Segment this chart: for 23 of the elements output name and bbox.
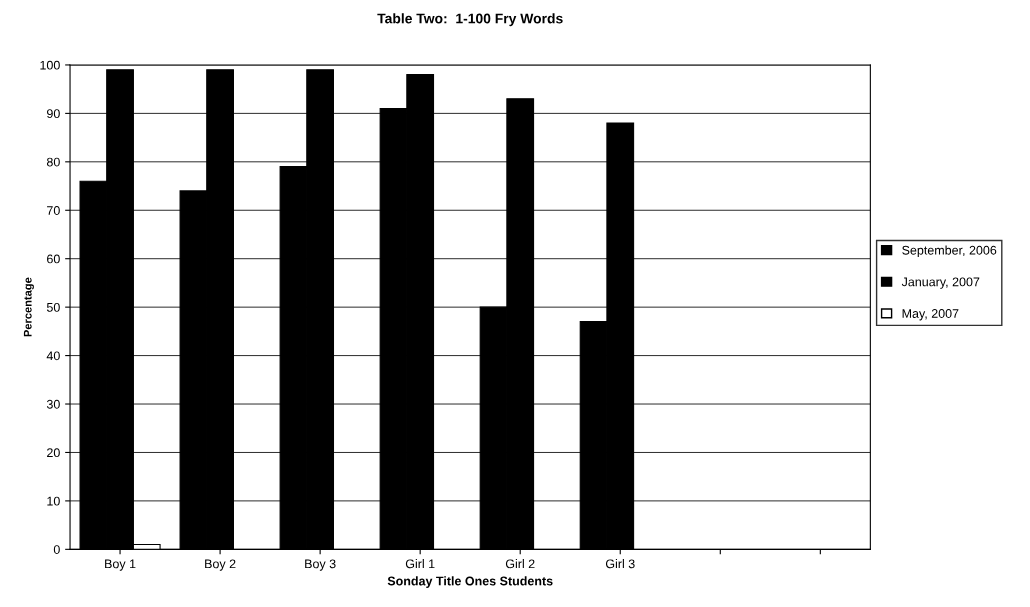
y-tick-label: 90 — [47, 109, 60, 119]
y-tick-label: 10 — [47, 496, 60, 506]
y-axis-title: Percentage — [23, 277, 34, 337]
legend-label: January, 2007 — [901, 277, 980, 289]
x-tick-label: Boy 3 — [305, 559, 336, 571]
legend-label: September, 2006 — [902, 245, 997, 258]
y-tick-label: 100 — [40, 60, 60, 70]
x-tick-label: Boy 2 — [205, 559, 236, 571]
y-tick-label: 50 — [46, 302, 60, 312]
y-tick-label: 0 — [53, 545, 60, 554]
chart-title: Table Two: 1-100 Fry Words — [377, 13, 563, 27]
y-tick-label: 20 — [47, 448, 60, 458]
y-tick-label: 70 — [47, 206, 60, 215]
x-axis-title: Sonday Title Ones Students — [387, 576, 553, 588]
x-tick-label: Girl 3 — [605, 559, 635, 569]
y-tick-label: 40 — [46, 351, 60, 361]
y-tick-label: 30 — [46, 399, 60, 409]
x-tick-label: Girl 1 — [405, 559, 435, 569]
y-tick-label: 80 — [46, 157, 60, 167]
x-tick-label: Girl 2 — [505, 559, 535, 569]
x-tick-label: Boy 1 — [105, 559, 136, 571]
y-tick-label: 60 — [47, 254, 60, 264]
legend-label: May, 2007 — [902, 309, 959, 321]
